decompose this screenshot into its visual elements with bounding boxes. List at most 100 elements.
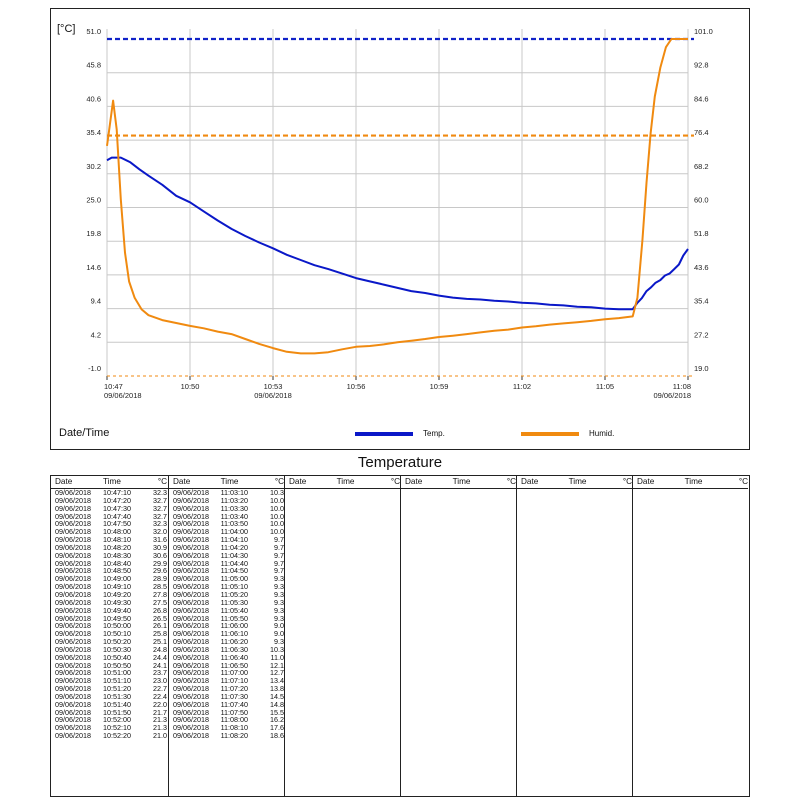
x-tick-date-label: 09/06/2018: [653, 391, 691, 400]
cell-value: 9.7: [274, 550, 285, 560]
cell-value: 14.8: [270, 699, 285, 709]
cell-time: 10:47:30: [103, 503, 131, 513]
cell-date: 09/06/2018: [173, 621, 209, 631]
cell-date: 09/06/2018: [55, 699, 91, 709]
table-row: 09/06/2018 11:04:50 9.7: [169, 567, 284, 575]
cell-value: 9.3: [274, 605, 285, 615]
cell-value: 17.6: [270, 723, 285, 733]
cell-time: 10:48:10: [103, 535, 131, 545]
cell-value: 10.0: [270, 527, 285, 537]
header-time: Time: [336, 477, 355, 487]
table-row: 09/06/2018 10:52:20 21.0: [51, 732, 168, 740]
cell-date: 09/06/2018: [55, 684, 91, 694]
table-row: 09/06/2018 11:06:40 11.0: [169, 652, 285, 662]
cell-date: 09/06/2018: [55, 613, 91, 623]
series-humid-line: [106, 38, 688, 355]
legend-humid-swatch: [521, 431, 579, 436]
table-row: 09/06/2018 11:08:20 18.6: [169, 732, 284, 740]
cell-value: 32.3: [153, 519, 167, 529]
cell-date: 09/06/2018: [173, 731, 209, 741]
table-header: Date Time °C: [633, 476, 748, 489]
cell-time: 10:50:20: [103, 637, 131, 647]
cell-date: 09/06/2018: [55, 629, 91, 639]
cell-time: 11:04:00: [220, 527, 249, 537]
cell-value: 21.3: [153, 715, 167, 725]
cell-value: 9.3: [274, 613, 285, 623]
table-row: 09/06/2018 10:51:00 23.7: [51, 669, 168, 677]
table-row: 09/06/2018 10:48:20 30.9: [51, 544, 168, 552]
table-row: 09/06/2018 11:06:10 9.0: [169, 630, 284, 638]
cell-time: 11:07:40: [220, 699, 249, 709]
cell-date: 09/06/2018: [55, 542, 91, 552]
cell-value: 32.7: [153, 503, 167, 513]
cell-time: 10:47:20: [103, 495, 131, 505]
cell-value: 9.7: [274, 535, 285, 545]
cell-date: 09/06/2018: [55, 691, 91, 701]
table-title: Temperature: [357, 454, 443, 471]
cell-value: 28.5: [153, 582, 167, 592]
cell-time: 11:03:50: [220, 519, 249, 529]
cell-time: 10:49:50: [103, 613, 131, 623]
cell-date: 09/06/2018: [55, 574, 91, 584]
cell-time: 11:04:10: [220, 535, 249, 545]
cell-date: 09/06/2018: [55, 550, 91, 560]
table-row: 09/06/2018 10:52:00 21.3: [51, 716, 168, 724]
table-row: 09/06/2018 10:50:00 26.1: [51, 622, 168, 630]
cell-time: 11:05:40: [220, 605, 249, 615]
cell-date: 09/06/2018: [173, 707, 209, 717]
cell-date: 09/06/2018: [173, 691, 209, 701]
cell-time: 11:06:40: [220, 652, 249, 662]
cell-value: 11.0: [270, 652, 285, 662]
table-row: 09/06/2018 10:51:50 21.7: [51, 707, 168, 717]
data-table: Date Time °C 09/06/2018 10:47:10 32.3 09/06/20…: [50, 475, 750, 797]
table-row: 09/06/2018 11:03:30 10.0: [169, 503, 285, 513]
left-tick-label: 9.4: [91, 297, 101, 306]
cell-value: 9.3: [274, 637, 285, 647]
cell-time: 11:07:10: [220, 676, 249, 686]
x-tick-label: 10:53: [264, 382, 283, 391]
cell-time: 10:51:10: [103, 676, 131, 686]
x-tick-label: 10:56: [347, 382, 366, 391]
cell-value: 22.0: [153, 699, 167, 709]
header-time: Time: [452, 477, 471, 487]
table-row: 09/06/2018 10:47:20 32.7: [51, 495, 168, 505]
cell-value: 26.5: [153, 613, 167, 623]
cell-date: 09/06/2018: [173, 519, 209, 529]
cell-date: 09/06/2018: [173, 566, 209, 576]
cell-value: 32.0: [153, 527, 167, 537]
cell-date: 09/06/2018: [173, 715, 209, 725]
cell-value: 9.0: [274, 621, 285, 631]
legend-humid[interactable]: Humid.: [521, 429, 614, 438]
cell-time: 11:06:10: [220, 629, 249, 639]
cell-date: 09/06/2018: [55, 707, 91, 717]
cell-time: 10:51:00: [103, 668, 131, 678]
cell-time: 11:05:10: [220, 582, 249, 592]
header-date: Date: [637, 477, 655, 487]
cell-time: 11:05:30: [220, 597, 249, 607]
left-tick-label: 45.8: [86, 61, 101, 70]
header-unit: °C: [157, 477, 167, 487]
cell-date: 09/06/2018: [55, 503, 91, 513]
table-row: 09/06/2018 10:50:30 24.8: [51, 646, 168, 654]
cell-date: 09/06/2018: [173, 684, 209, 694]
cell-time: 11:04:50: [220, 566, 249, 576]
table-row: 09/06/2018 11:03:20 10.0: [169, 496, 284, 505]
cell-time: 11:05:20: [220, 589, 249, 599]
cell-time: 11:03:40: [220, 511, 249, 521]
cell-date: 09/06/2018: [173, 629, 209, 639]
table-row: 09/06/2018 10:47:40 32.7: [51, 511, 168, 521]
left-tick-label: 40.6: [86, 94, 101, 103]
table-column-group: Date Time °C: [400, 476, 516, 796]
cell-value: 21.0: [153, 731, 167, 741]
legend-temp[interactable]: Temp.: [355, 429, 445, 438]
table-row: 09/06/2018 10:48:30 30.6: [51, 550, 168, 560]
cell-time: 11:06:00: [220, 621, 249, 631]
cell-time: 11:08:20: [220, 731, 249, 741]
cell-value: 32.7: [153, 511, 167, 521]
cell-value: 10.0: [270, 503, 285, 513]
cell-date: 09/06/2018: [55, 511, 91, 521]
header-date: Date: [173, 477, 191, 487]
cell-time: 10:52:10: [103, 723, 131, 733]
cell-value: 30.9: [153, 542, 167, 552]
right-tick-label: 27.2: [694, 330, 709, 339]
